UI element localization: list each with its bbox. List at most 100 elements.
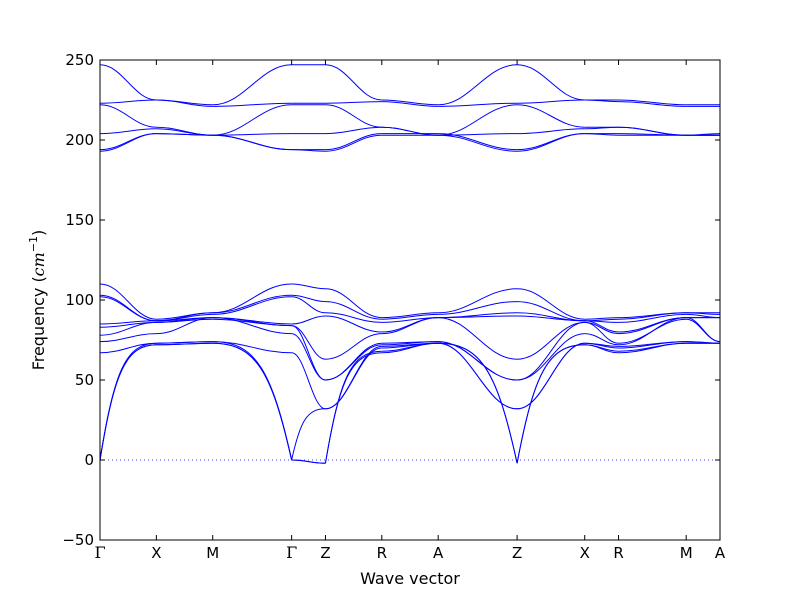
band-Z-R-7 bbox=[325, 315, 382, 333]
band-Γ-X-16 bbox=[99, 64, 157, 101]
band-M-Γ-10 bbox=[212, 283, 292, 314]
x-axis-label: Wave vector bbox=[360, 569, 460, 588]
band-M-Γ-1 bbox=[212, 342, 293, 461]
band-M-Γ-13 bbox=[212, 133, 292, 136]
x-tick-label: Γ bbox=[286, 543, 297, 562]
band-M-A-3 bbox=[686, 341, 721, 344]
band-R-A-10 bbox=[381, 312, 439, 319]
band-X-M-14 bbox=[156, 126, 213, 136]
band-Z-R-3 bbox=[325, 345, 382, 410]
band-Γ-X-13 bbox=[99, 128, 157, 135]
band-R-A-3 bbox=[381, 342, 439, 347]
x-tick-label: X bbox=[151, 544, 161, 562]
band-R-M-16 bbox=[618, 99, 687, 106]
band-Γ-X-3 bbox=[99, 342, 157, 354]
band-Z-R-6 bbox=[325, 333, 382, 360]
y-tick-label: 100 bbox=[65, 291, 94, 309]
band-A-Z-8 bbox=[438, 312, 518, 319]
band-A-Z-6 bbox=[438, 317, 518, 360]
band-Γ-X-6 bbox=[99, 321, 157, 328]
band-Z-X-3 bbox=[517, 342, 585, 410]
band-X-M-10 bbox=[156, 312, 213, 320]
band-Z-R-4 bbox=[325, 344, 382, 381]
band-A-Z-10 bbox=[438, 288, 518, 314]
band-M-A-4 bbox=[686, 317, 721, 343]
band-A-Z-16 bbox=[438, 64, 518, 106]
band-X-M-1 bbox=[156, 342, 213, 346]
band-M-Γ-16 bbox=[212, 64, 292, 106]
band-R-A-5 bbox=[381, 341, 439, 344]
band-A-Z-3 bbox=[438, 342, 518, 410]
band-Γ-Z-10 bbox=[291, 283, 326, 290]
band-M-Γ-7 bbox=[212, 317, 292, 325]
band-Z-R-9 bbox=[325, 301, 382, 320]
band-X-R-9 bbox=[584, 318, 619, 322]
band-X-M-15 bbox=[156, 99, 213, 107]
y-tick-label: 150 bbox=[65, 211, 94, 229]
y-tick-label: −50 bbox=[62, 531, 94, 549]
band-Γ-Z-8 bbox=[291, 296, 326, 314]
band-X-R-6 bbox=[584, 321, 619, 335]
band-Z-R-16 bbox=[325, 64, 382, 101]
band-R-A-14 bbox=[381, 126, 439, 136]
band-M-Γ-3 bbox=[212, 341, 292, 354]
band-R-M-14 bbox=[618, 126, 687, 136]
band-Z-R-1 bbox=[324, 350, 382, 464]
band-X-R-10 bbox=[584, 317, 619, 320]
band-R-M-8 bbox=[618, 313, 687, 323]
band-R-A-16 bbox=[381, 99, 439, 106]
band-Γ-X-14 bbox=[99, 104, 157, 128]
y-tick-label: 200 bbox=[65, 131, 94, 149]
y-tick-label: 250 bbox=[65, 51, 94, 69]
y-axis-label-close: ) bbox=[29, 230, 48, 236]
y-axis-label-exponent: −1 bbox=[27, 236, 40, 252]
band-Γ-X-15 bbox=[99, 99, 157, 104]
band-X-R-3 bbox=[584, 342, 619, 347]
band-R-A-15 bbox=[381, 101, 439, 107]
band-Γ-Z-7 bbox=[291, 315, 326, 325]
band-R-M-3 bbox=[618, 341, 687, 347]
band-Γ-Z-1 bbox=[291, 459, 326, 464]
x-tick-label: A bbox=[433, 544, 444, 562]
band-Γ-Z-9 bbox=[291, 294, 326, 303]
band-Z-R-11 bbox=[325, 134, 382, 152]
band-Γ-Z-4 bbox=[291, 333, 326, 381]
y-axis-label: Frequency (cm−1) bbox=[27, 230, 48, 371]
y-axis-label-unit: cm bbox=[29, 252, 48, 276]
band-Γ-X-0 bbox=[99, 344, 157, 461]
band-Γ-Z-2 bbox=[291, 408, 326, 461]
band-Γ-Z-6 bbox=[291, 325, 326, 360]
band-Z-X-16 bbox=[517, 64, 585, 101]
y-axis-ticks: −50 0 50 100 150 200 250 bbox=[62, 51, 720, 549]
band-R-M-1 bbox=[618, 342, 687, 352]
band-A-Z-5 bbox=[438, 341, 518, 381]
band-Γ-X-4 bbox=[99, 333, 157, 343]
band-R-M-5 bbox=[618, 318, 687, 344]
band-Z-R-8 bbox=[325, 312, 382, 323]
band-Γ-X-9 bbox=[99, 294, 157, 322]
y-axis-label-text: Frequency ( bbox=[29, 276, 48, 370]
band-Z-R-13 bbox=[325, 126, 382, 135]
band-Z-X-10 bbox=[517, 288, 585, 320]
band-M-A-5 bbox=[686, 318, 721, 343]
band-X-R-4 bbox=[584, 333, 619, 346]
x-tick-label: Z bbox=[320, 544, 330, 562]
plot-frame bbox=[99, 59, 721, 541]
x-tick-label: M bbox=[680, 544, 693, 562]
band-R-M-7 bbox=[618, 317, 687, 333]
band-M-Γ-12 bbox=[212, 134, 292, 151]
band-Γ-X-2 bbox=[99, 342, 157, 461]
x-tick-label: M bbox=[206, 544, 219, 562]
band-Z-X-6 bbox=[517, 321, 585, 360]
band-Z-R-0 bbox=[324, 352, 382, 464]
band-A-Z-9 bbox=[438, 301, 518, 315]
band-Z-R-15 bbox=[325, 101, 382, 104]
band-lines bbox=[99, 64, 721, 464]
band-R-A-8 bbox=[381, 317, 439, 323]
band-Z-X-13 bbox=[517, 128, 585, 135]
band-Z-X-9 bbox=[517, 301, 585, 322]
band-Γ-X-12 bbox=[99, 133, 157, 151]
x-tick-label: Z bbox=[512, 544, 522, 562]
